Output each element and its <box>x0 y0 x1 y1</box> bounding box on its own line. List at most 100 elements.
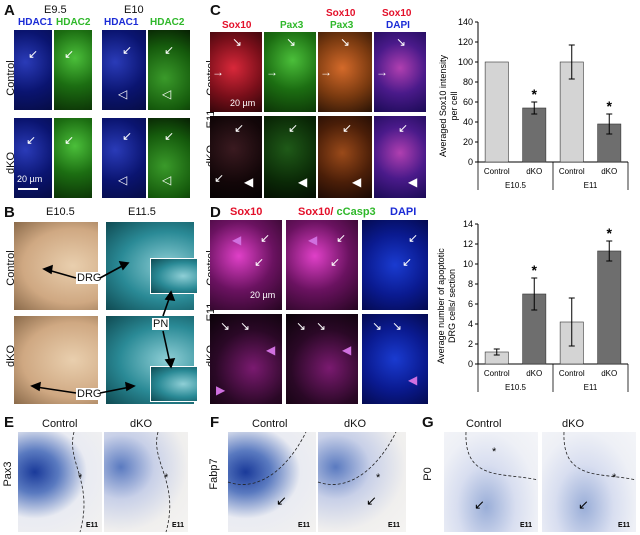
arrow-icon: ↙ <box>122 129 133 143</box>
arrowhead-icon: ◀ <box>342 343 352 357</box>
panel-b-stage-e105: E10.5 <box>46 206 75 218</box>
panel-e-dashed-borders <box>72 432 171 533</box>
chart-bar <box>484 61 509 163</box>
panel-d-ch-merge-sox10: Sox10/ <box>298 206 334 218</box>
chart-group-label: E10.5 <box>505 181 526 190</box>
chart-significance: * <box>607 225 613 241</box>
panel-f-letter: F <box>210 414 220 431</box>
panel-g-col-dko: dKO <box>562 418 585 430</box>
panel-d-letter: D <box>210 204 221 221</box>
stage-label: E11 <box>172 522 185 529</box>
panel-f-img-dko: * ↙ E11 <box>318 432 406 532</box>
open-arrowhead-icon: ◁ <box>118 87 128 101</box>
open-arrowhead-icon: ◁ <box>118 173 128 187</box>
open-arrowhead-icon: ◁ <box>162 87 172 101</box>
panel-c-img-dko-dapi: ↙ ◀ <box>374 116 426 198</box>
chart-sox10-intensity: Averaged Sox10 intensityper cell 0 20 40 60… <box>438 17 629 190</box>
panel-a-img-dko-e10-hdac1: ↙ ◁ <box>102 118 146 198</box>
panel-d-img-control-sox10: ↙ ↙ ◀ 20 µm <box>210 220 282 310</box>
panel-c-img-control-merge: ↘ → <box>318 32 372 112</box>
panel-d-ch-dapi: DAPI <box>390 206 417 218</box>
panel-c-img-control-dapi: ↘ → <box>374 32 426 112</box>
arrow-icon: ↙ <box>366 493 377 508</box>
arrowhead-icon: ◀ <box>408 373 418 387</box>
panel-d-ch-sox10: Sox10 <box>230 206 263 218</box>
arrow-icon: ↙ <box>402 255 413 269</box>
chart-c-ylabel-line2: per cell <box>449 91 459 120</box>
arrow-icon: ↙ <box>398 121 409 135</box>
panel-g-img-dko: * ↙ E11 <box>542 432 636 532</box>
arrow-icon: ↙ <box>288 121 299 135</box>
panel-e-gene: Pax3 <box>2 461 14 487</box>
panel-d-ch-merge: Sox10/ cCasp3 <box>298 206 376 218</box>
open-arrowhead-icon: ◁ <box>162 173 172 187</box>
arrow-icon: ↘ <box>296 319 307 333</box>
arrow-icon: ↙ <box>260 231 271 245</box>
scale-label: 20 µm <box>250 290 276 300</box>
chart-y-tick-label: 4 <box>468 319 473 329</box>
arrow-icon: ↙ <box>474 497 485 512</box>
chart-y-tick-label: 0 <box>468 359 473 369</box>
arrowhead-icon: ◀ <box>232 233 242 247</box>
chart-category-label: dKO <box>526 369 542 378</box>
chart-apoptotic-cells: Average number of apoptoticDRG cells/ se… <box>436 219 629 392</box>
arrowhead-icon: ◀ <box>298 175 308 189</box>
panel-d-ch-merge-casp: cCasp3 <box>336 206 376 218</box>
arrow-icon: ↙ <box>330 255 341 269</box>
chart-category-label: Control <box>484 167 510 176</box>
chart-y-tick-label: 10 <box>463 259 473 269</box>
arrow-icon: ↙ <box>64 133 75 147</box>
panel-g-col-control: Control <box>466 418 502 430</box>
panel-e-img-dko: * E11 <box>104 432 188 532</box>
panel-b-arrows <box>30 261 176 394</box>
panel-a-stage-e95: E9.5 <box>44 4 67 16</box>
panel-d-img-control-merge: ↙ ↙ ◀ <box>286 220 358 310</box>
panel-c-img-dko-pax3: ↙ ◀ <box>264 116 316 198</box>
arrow-icon: ↙ <box>342 121 353 135</box>
arrow-icon: ↘ <box>240 319 251 333</box>
panel-a-ch-hdac1-1: HDAC1 <box>18 17 53 28</box>
stage-label: E11 <box>388 522 401 529</box>
panel-b-stage-e115: E11.5 <box>128 206 156 218</box>
panel-a-img-control-e95-hdac2: ↙ <box>54 30 92 110</box>
arrow-icon: ↘ <box>232 35 243 49</box>
panel-c-ch-dapi-sox10: Sox10 <box>382 8 412 19</box>
scale-label: 20 µm <box>17 174 43 184</box>
arrowhead-icon: ◀ <box>266 343 276 357</box>
arrow-icon: ↘ <box>286 35 297 49</box>
arrow-icon: ↙ <box>122 43 133 57</box>
panel-a-letter: A <box>4 2 15 19</box>
panel-b-label-pn: PN <box>152 318 170 330</box>
arrow-icon: ↙ <box>276 493 287 508</box>
panel-d-img-dko-merge: ↘ ↘ ◀ <box>286 314 358 404</box>
arrow-icon: → <box>320 65 332 79</box>
panel-a-ch-hdac2-2: HDAC2 <box>150 17 185 28</box>
panel-g-dashed-borders <box>465 432 637 481</box>
scale-bar <box>18 188 38 190</box>
arrowhead-icon: ▶ <box>216 383 226 397</box>
arrow-icon: ↘ <box>372 319 383 333</box>
chart-y-tick-label: 140 <box>458 17 473 27</box>
panel-e-letter: E <box>4 414 15 431</box>
arrow-icon: ↙ <box>254 255 265 269</box>
panel-e-col-dko: dKO <box>130 418 153 430</box>
arrow-icon: ↙ <box>164 129 175 143</box>
arrowhead-icon: ◀ <box>244 175 254 189</box>
chart-c-ylabel-line1: Averaged Sox10 intensity <box>438 55 448 157</box>
arrow-icon: ↙ <box>234 121 245 135</box>
arrow-icon: ↘ <box>316 319 327 333</box>
chart-y-tick-label: 60 <box>463 97 473 107</box>
chart-significance: * <box>532 86 538 102</box>
panel-g-gene: P0 <box>422 467 434 481</box>
panel-c-ch-sox10: Sox10 <box>222 20 252 31</box>
scale-label: 20 µm <box>230 98 256 108</box>
chart-y-tick-label: 120 <box>458 37 473 47</box>
chart-group-label: E11 <box>584 181 598 190</box>
arrow-icon: → <box>212 65 224 79</box>
arrow-icon: ↙ <box>214 171 225 185</box>
chart-category-label: Control <box>559 167 585 176</box>
chart-y-tick-label: 20 <box>463 137 473 147</box>
panel-a-img-dko-e10-hdac2: ↙ ◁ <box>148 118 190 198</box>
arrow-icon: → <box>376 65 388 79</box>
arrow-icon: ↙ <box>164 43 175 57</box>
